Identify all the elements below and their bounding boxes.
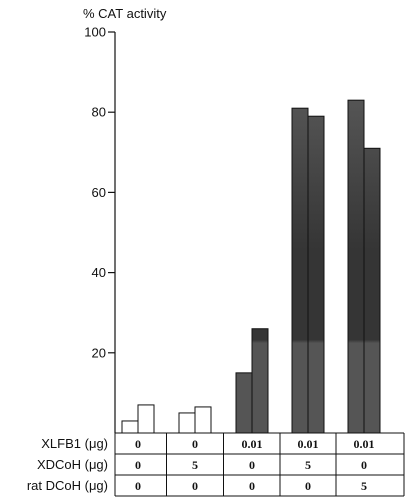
table-cell: 0 (305, 479, 311, 493)
y-tick-label: 20 (92, 345, 106, 360)
bar (194, 406, 212, 434)
table-cell: 0 (135, 458, 141, 472)
condition-table: XLFB1 (μg) 0 0 0.01 0.01 0.01 XDCoH (μg) 0 5 0 5 0 r… (27, 432, 405, 497)
table-cell: 0 (249, 479, 255, 493)
bar (363, 147, 381, 434)
y-tick-label: 100 (84, 25, 106, 40)
table-cell: 5 (192, 458, 198, 472)
table-cell: 0.01 (242, 437, 263, 451)
bar (291, 107, 309, 434)
bar (307, 115, 325, 434)
y-axis-label: % CAT activity (83, 6, 167, 21)
table-cell: 0.01 (298, 437, 319, 451)
table-cell: 0 (192, 479, 198, 493)
row-label: rat DCoH (μg) (27, 478, 108, 493)
y-tick-label: 40 (92, 265, 106, 280)
table-cell: 0 (192, 437, 198, 451)
table-cell: 0 (249, 458, 255, 472)
table-cell: 5 (361, 479, 367, 493)
y-axis: 20 40 60 80 100 (84, 25, 116, 433)
table-cell: 0 (361, 458, 367, 472)
bar (251, 328, 269, 434)
bar (347, 99, 365, 434)
bar (235, 372, 253, 434)
row-label: XLFB1 (μg) (41, 436, 108, 451)
bar (178, 412, 196, 434)
bar (121, 420, 139, 434)
bars (121, 99, 381, 434)
y-tick-label: 60 (92, 185, 106, 200)
table-cell: 0 (135, 479, 141, 493)
table-cell: 5 (305, 458, 311, 472)
table-cell: 0 (135, 437, 141, 451)
table-cell: 0.01 (354, 437, 375, 451)
row-label: XDCoH (μg) (37, 457, 108, 472)
bar (137, 404, 155, 434)
y-tick-label: 80 (92, 105, 106, 120)
